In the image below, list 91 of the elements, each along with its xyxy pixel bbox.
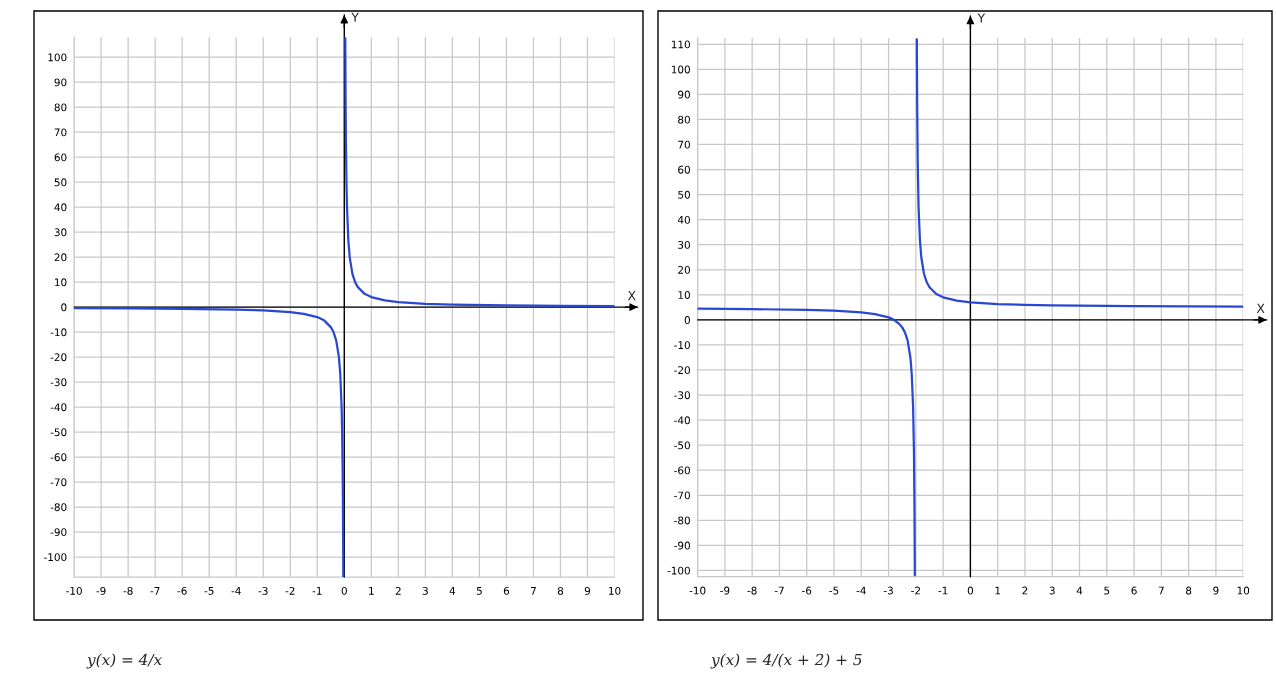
x-tick-label: -3 <box>258 586 268 595</box>
x-tick-label: 7 <box>530 587 536 595</box>
x-tick-label: -4 <box>231 587 241 595</box>
x-tick-label: 0 <box>341 586 347 595</box>
y-tick-label: 70 <box>54 128 67 137</box>
y-tick-label: -100 <box>44 553 67 562</box>
x-tick-label: 0 <box>967 586 974 595</box>
text: y(x) = 4/(x + 2) + 5 <box>710 653 862 669</box>
x-tick-label: -2 <box>285 586 295 595</box>
x-axis-title: X <box>1256 303 1265 313</box>
x-tick-label: 3 <box>1049 586 1055 595</box>
x-tick-label: -2 <box>911 586 920 595</box>
x-tick-label: 6 <box>1131 586 1137 595</box>
y-tick-label: 10 <box>678 291 690 299</box>
y-tick-label: 20 <box>678 265 690 274</box>
y-tick-label: -60 <box>674 466 690 475</box>
x-tick-label: 9 <box>1213 586 1219 595</box>
x-tick-label: 9 <box>584 586 591 595</box>
y-tick-label: -70 <box>674 491 690 500</box>
x-tick-label: 3 <box>422 586 428 595</box>
y-tick-label: 90 <box>54 78 67 87</box>
y-tick-label: 50 <box>54 178 67 187</box>
x-tick-label: -3 <box>883 586 893 595</box>
y-tick-label: 50 <box>678 190 690 199</box>
x-tick-label: -8 <box>747 586 757 595</box>
y-tick-label: -50 <box>50 428 67 437</box>
y-tick-label: -90 <box>674 541 690 550</box>
y-tick-label: 60 <box>54 153 67 162</box>
x-tick-label: 10 <box>609 586 621 595</box>
y-tick-label: -20 <box>674 366 690 375</box>
y-tick-label: 10 <box>55 278 67 287</box>
y-tick-label: 100 <box>48 53 67 62</box>
text: y(x) = 4/x <box>86 653 162 669</box>
x-tick-label: -7 <box>774 586 784 595</box>
y-tick-label: 90 <box>678 90 690 99</box>
y-tick-label: 30 <box>678 240 690 249</box>
y-tick-label: -40 <box>50 403 67 412</box>
x-tick-label: -5 <box>829 586 839 595</box>
y-tick-label: -10 <box>674 341 690 350</box>
y-tick-label: -30 <box>674 391 690 400</box>
x-tick-label: -10 <box>689 586 706 595</box>
x-tick-label: 1 <box>995 586 1001 595</box>
x-tick-label: -9 <box>96 586 106 595</box>
y-tick-label: -50 <box>674 441 690 450</box>
y-tick-label: -10 <box>50 328 67 337</box>
y-tick-label: -70 <box>50 478 67 487</box>
x-tick-label: -6 <box>802 586 812 595</box>
x-tick-label: 2 <box>395 586 401 595</box>
x-tick-label: 4 <box>449 587 456 595</box>
x-tick-label: 8 <box>557 586 564 595</box>
y-tick-label: -80 <box>50 503 67 512</box>
x-tick-label: -4 <box>856 586 866 595</box>
y-tick-label: -90 <box>50 528 67 537</box>
y-tick-label: 0 <box>684 316 690 324</box>
x-tick-label: 4 <box>1076 586 1083 595</box>
y-tick-label: 40 <box>54 203 67 212</box>
y-tick-label: 20 <box>54 253 67 262</box>
y-tick-label: -30 <box>50 378 67 387</box>
x-tick-label: -5 <box>204 587 214 595</box>
x-tick-label: -1 <box>938 586 948 595</box>
x-tick-label: 1 <box>369 587 374 595</box>
x-axis-title: X <box>627 291 636 301</box>
x-tick-label: 5 <box>1104 586 1110 595</box>
x-tick-label: -7 <box>150 587 160 595</box>
y-tick-label: 40 <box>677 215 690 224</box>
x-tick-label: 8 <box>1186 586 1192 595</box>
y-tick-label: 60 <box>678 165 690 174</box>
y-tick-label: -40 <box>674 416 690 425</box>
y-tick-label: -60 <box>50 453 67 462</box>
x-tick-label: 10 <box>1237 586 1250 595</box>
x-tick-label: 5 <box>476 587 482 595</box>
y-tick-label: 110 <box>671 40 690 49</box>
y-tick-label: -80 <box>674 516 690 525</box>
x-tick-label: -9 <box>720 586 730 595</box>
y-tick-label: 100 <box>671 65 690 74</box>
x-tick-label: 2 <box>1022 586 1028 595</box>
y-tick-label: 30 <box>54 228 67 237</box>
y-axis-title: Y <box>351 12 359 22</box>
x-tick-label: -10 <box>66 586 82 595</box>
y-tick-label: 70 <box>678 140 690 149</box>
y-tick-label: 80 <box>54 103 67 112</box>
x-tick-label: -6 <box>177 586 187 595</box>
y-tick-label: 80 <box>678 115 690 124</box>
x-tick-label: 7 <box>1158 586 1164 595</box>
y-tick-label: 0 <box>61 303 67 312</box>
x-tick-label: -1 <box>312 587 322 595</box>
y-axis-title: Y <box>977 13 986 23</box>
x-tick-label: -8 <box>123 586 133 595</box>
y-tick-label: -100 <box>667 566 690 575</box>
y-tick-label: -20 <box>50 353 67 362</box>
x-tick-label: 6 <box>503 586 510 595</box>
